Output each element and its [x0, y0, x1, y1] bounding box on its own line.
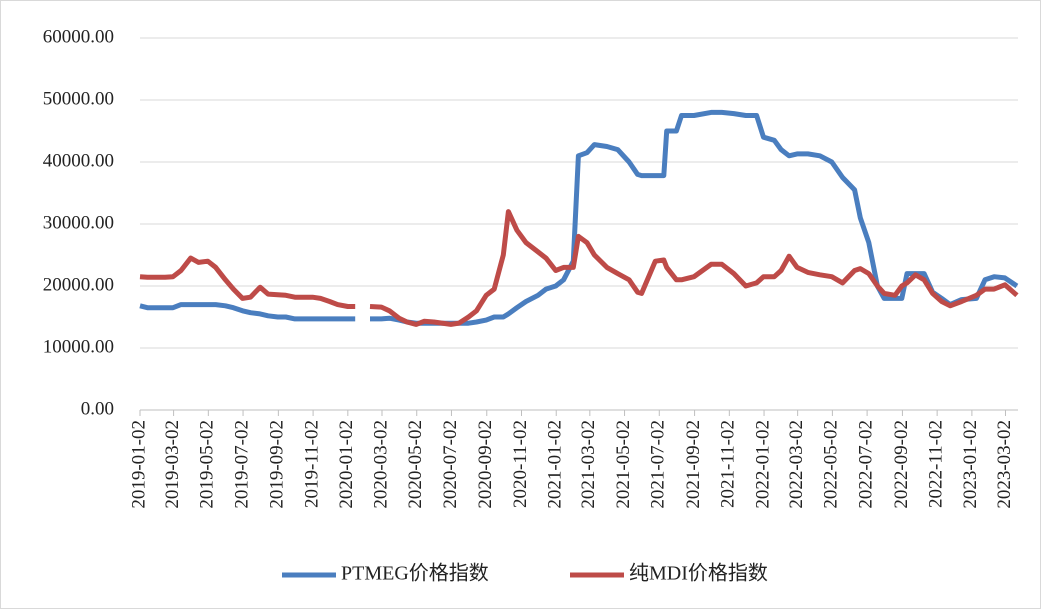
y-tick-label: 0.00 — [81, 398, 114, 419]
y-tick-label: 40000.00 — [43, 150, 114, 171]
x-tick-label: 2021-01-02 — [545, 420, 566, 509]
x-tick-label: 2021-09-02 — [683, 420, 704, 509]
x-tick-label: 2019-07-02 — [231, 420, 252, 509]
x-tick-label: 2022-09-02 — [891, 420, 912, 509]
x-tick-label: 2022-05-02 — [821, 420, 842, 509]
x-tick-label: 2020-09-02 — [475, 420, 496, 509]
legend-label: 纯MDI价格指数 — [629, 562, 768, 585]
y-tick-label: 30000.00 — [43, 212, 114, 233]
legend-label: PTMEG价格指数 — [341, 562, 489, 585]
x-tick-label: 2022-07-02 — [855, 420, 876, 509]
x-tick-label: 2019-05-02 — [197, 420, 218, 509]
y-tick-label: 10000.00 — [43, 336, 114, 357]
x-tick-label: 2019-03-02 — [162, 420, 183, 509]
x-tick-label: 2019-09-02 — [267, 420, 288, 509]
x-tick-label: 2020-03-02 — [370, 420, 391, 509]
x-tick-label: 2019-01-02 — [128, 420, 149, 509]
x-tick-label: 2022-01-02 — [752, 420, 773, 509]
y-tick-label: 60000.00 — [43, 26, 114, 47]
x-tick-label: 2020-07-02 — [440, 420, 461, 509]
x-tick-label: 2022-03-02 — [786, 420, 807, 509]
x-tick-label: 2023-01-02 — [960, 420, 981, 509]
x-tick-label: 2023-03-02 — [994, 420, 1015, 509]
x-tick-label: 2020-11-02 — [510, 420, 531, 508]
x-tick-label: 2021-07-02 — [648, 420, 669, 509]
y-tick-label: 20000.00 — [43, 274, 114, 295]
x-tick-label: 2021-03-02 — [578, 420, 599, 509]
x-tick-label: 2021-11-02 — [718, 420, 739, 508]
x-tick-label: 2020-05-02 — [405, 420, 426, 509]
x-tick-label: 2019-11-02 — [301, 420, 322, 508]
x-tick-label: 2020-01-02 — [336, 420, 357, 509]
x-tick-label: 2021-05-02 — [613, 420, 634, 509]
series-line — [139, 209, 1019, 327]
y-tick-label: 50000.00 — [43, 88, 114, 109]
x-tick-label: 2022-11-02 — [926, 420, 947, 508]
